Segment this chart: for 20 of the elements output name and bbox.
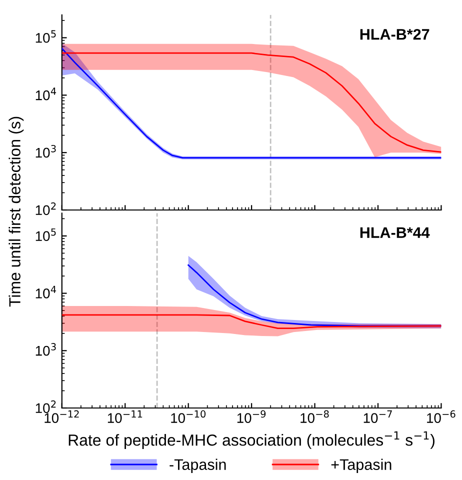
legend-label: +Tapasin	[331, 458, 392, 474]
y-tick-label: 10$^{4}$	[36, 286, 56, 298]
annotation: HLA-B*27	[360, 28, 430, 40]
y-tick-label: 10$^{4}$	[36, 88, 56, 100]
y-tick-label: 10$^{2}$	[36, 202, 56, 216]
y-tick-label: 10$^{3}$	[36, 144, 56, 158]
x-tick-label: 10$^{−8}$	[300, 410, 329, 423]
x-tick-label: 10$^{−6}$	[427, 410, 456, 423]
x-tick-label: 10$^{−7}$	[364, 410, 392, 423]
y-tick-label: 10$^{2}$	[36, 400, 56, 414]
x-axis-title: Rate of peptide-MHC association (molecules$^{−1}$ s$^{−1}$)	[68, 431, 434, 449]
annotation: HLA-B*44	[360, 227, 430, 238]
y-tick-label: 10$^{3}$	[36, 343, 56, 356]
x-tick-label: 10$^{−9}$	[237, 410, 266, 423]
x-tick-label: 10$^{−10}$	[171, 410, 206, 423]
y-axis-title: Time until first detection (s)	[8, 116, 24, 307]
x-tick-label: 10$^{−11}$	[108, 410, 142, 423]
legend-label: -Tapasin	[170, 458, 226, 474]
y-tick-label: 10$^{5}$	[36, 30, 56, 43]
y-tick-label: 10$^{5}$	[36, 228, 56, 242]
